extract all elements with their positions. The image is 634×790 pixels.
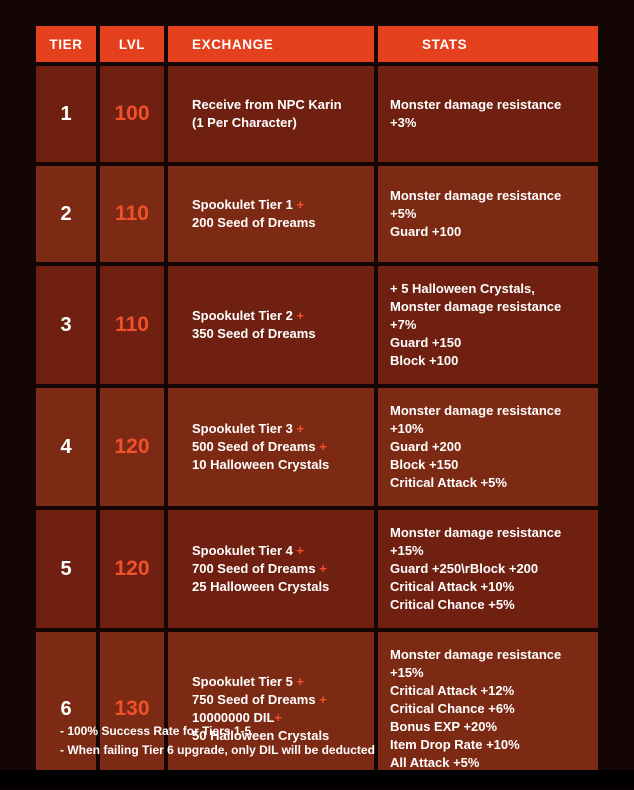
exchange-cell: Receive from NPC Karin (1 Per Character)	[168, 66, 374, 162]
table-row: 5 120 Spookulet Tier 4 + 700 Seed of Dreams…	[36, 510, 598, 628]
text-line: 10000000 DIL+	[192, 710, 282, 725]
plus-accent: +	[274, 710, 282, 725]
footer-note: - When failing Tier 6 upgrade, only DIL …	[60, 743, 375, 757]
text-line: Monster damage resistance +10%	[390, 403, 562, 436]
text-line: Critical Attack +12%	[390, 683, 515, 698]
column-header-exchange: EXCHANGE	[168, 26, 374, 62]
footer-note: - 100% Success Rate for Tiers 1-5	[60, 724, 252, 738]
text-line: 200 Seed of Dreams	[192, 215, 316, 230]
text-line: Monster damage resistance +5%	[390, 188, 562, 221]
text-line: Guard +100	[390, 224, 462, 239]
lvl-cell: 110	[100, 266, 164, 384]
text-line: Monster damage resistance +15%	[390, 525, 562, 558]
plus-accent: +	[296, 197, 305, 212]
plus-accent: +	[296, 308, 305, 323]
text-line: (1 Per Character)	[192, 115, 297, 130]
plus-accent: +	[296, 543, 305, 558]
text-line: 10 Halloween Crystals	[192, 457, 330, 472]
text-line: 50 Halloween Crystals	[192, 728, 330, 743]
text-line: Spookulet Tier 4 +	[192, 543, 305, 558]
exchange-cell: Spookulet Tier 5 + 750 Seed of Dreams + 10…	[168, 632, 374, 786]
table-row: 3 110 Spookulet Tier 2 + 350 Seed of Dreams…	[36, 266, 598, 384]
text-line: Critical Chance +6%	[390, 701, 515, 716]
tier-cell: 1	[36, 66, 96, 162]
text-line: 25 Halloween Crystals	[192, 579, 330, 594]
text-line: Spookulet Tier 3 +	[192, 421, 305, 436]
table-row: 2 110 Spookulet Tier 1 + 200 Seed of Dreams…	[36, 166, 598, 262]
plus-accent: +	[319, 561, 327, 576]
text-line: Critical Chance +5%	[390, 597, 515, 612]
stats-cell: Monster damage resistance +15% Guard +250…	[378, 510, 598, 628]
text-line: Item Drop Rate +10%	[390, 737, 520, 752]
stats-cell: + 5 Halloween Crystals, Monster damage re…	[378, 266, 598, 384]
text-line: Spookulet Tier 1 +	[192, 197, 305, 212]
text-line: Critical Attack +10%	[390, 579, 515, 594]
bottom-black-bar	[0, 770, 634, 787]
tier-table: TIER LVL EXCHANGE STATS 1 100 Receive from NP…	[36, 26, 598, 790]
tier-cell: 4	[36, 388, 96, 506]
column-header-tier: TIER	[36, 26, 96, 62]
stats-cell: Monster damage resistance +5% Guard +100	[378, 166, 598, 262]
lvl-cell: 100	[100, 66, 164, 162]
text-line: Guard +250\rBlock +200	[390, 561, 539, 576]
text-line: Monster damage resistance +15%	[390, 647, 562, 680]
text-line: Spookulet Tier 5 +	[192, 674, 305, 689]
column-header-lvl: LVL	[100, 26, 164, 62]
tier-cell: 3	[36, 266, 96, 384]
text-line: 350 Seed of Dreams	[192, 326, 316, 341]
lvl-cell: 110	[100, 166, 164, 262]
lvl-cell: 120	[100, 388, 164, 506]
text-line: 700 Seed of Dreams +	[192, 561, 327, 576]
exchange-cell: Spookulet Tier 4 + 700 Seed of Dreams + 25…	[168, 510, 374, 628]
text-line: Guard +150	[390, 335, 462, 350]
text-line: 750 Seed of Dreams +	[192, 692, 327, 707]
table-row: 1 100 Receive from NPC Karin (1 Per Charact…	[36, 66, 598, 162]
stats-cell: Monster damage resistance +3%	[378, 66, 598, 162]
plus-accent: +	[296, 421, 305, 436]
tier-cell: 6	[36, 632, 96, 786]
text-line: Monster damage resistance +7%	[390, 299, 562, 332]
text-line: Monster damage resistance +3%	[390, 97, 562, 130]
stats-cell: Monster damage resistance +15% Critical A…	[378, 632, 598, 786]
lvl-cell: 120	[100, 510, 164, 628]
plus-accent: +	[319, 439, 327, 454]
tier-cell: 2	[36, 166, 96, 262]
text-line: Block +150	[390, 457, 459, 472]
text-line: + 5 Halloween Crystals,	[390, 281, 535, 296]
text-line: Bonus EXP +20%	[390, 719, 498, 734]
exchange-cell: Spookulet Tier 2 + 350 Seed of Dreams	[168, 266, 374, 384]
table-row: 4 120 Spookulet Tier 3 + 500 Seed of Dreams…	[36, 388, 598, 506]
text-line: Block +100	[390, 353, 459, 368]
text-line: 500 Seed of Dreams +	[192, 439, 327, 454]
table-row: 6 130 Spookulet Tier 5 + 750 Seed of Dreams…	[36, 632, 598, 786]
text-line: All Attack +5%	[390, 755, 480, 770]
footer-notes: - 100% Success Rate for Tiers 1-5 - When…	[60, 722, 375, 760]
text-line: Guard +200	[390, 439, 462, 454]
exchange-cell: Spookulet Tier 1 + 200 Seed of Dreams	[168, 166, 374, 262]
stats-cell: Monster damage resistance +10% Guard +200…	[378, 388, 598, 506]
text-line: Spookulet Tier 2 +	[192, 308, 305, 323]
column-header-stats: STATS	[378, 26, 598, 62]
plus-accent: +	[319, 692, 327, 707]
tier-cell: 5	[36, 510, 96, 628]
text-line: Receive from NPC Karin	[192, 97, 342, 112]
exchange-cell: Spookulet Tier 3 + 500 Seed of Dreams + 10…	[168, 388, 374, 506]
text-line: Critical Attack +5%	[390, 475, 507, 490]
table-header-row: TIER LVL EXCHANGE STATS	[36, 26, 598, 62]
lvl-cell: 130	[100, 632, 164, 786]
plus-accent: +	[296, 674, 305, 689]
